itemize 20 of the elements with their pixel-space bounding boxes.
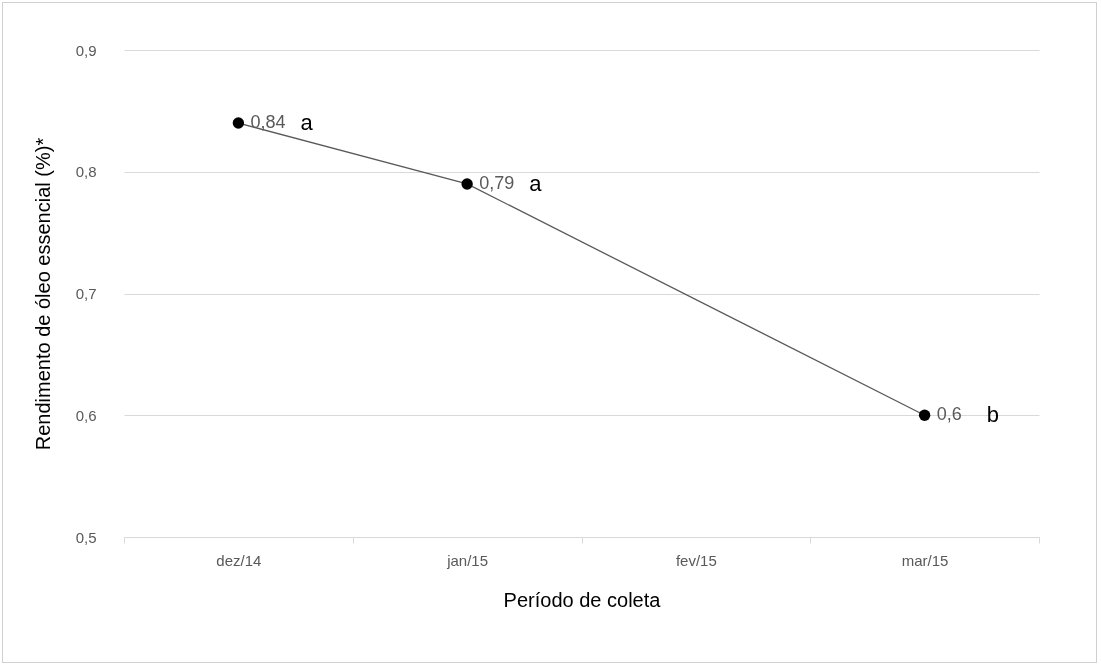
y-tick-label: 0,5	[75, 528, 97, 546]
data-label: 0,84	[250, 112, 286, 133]
x-tick-label: jan/15	[446, 551, 489, 569]
point	[918, 409, 931, 421]
x-tick-label: dez/14	[216, 551, 262, 569]
y-tick-label: 0,6	[75, 406, 97, 424]
x-axis-title: Período de coleta	[503, 588, 662, 611]
annotation: a	[529, 170, 543, 196]
annotation: a	[300, 110, 314, 136]
point	[232, 117, 245, 129]
data-label: 0,6	[936, 404, 962, 425]
x-tick-label: mar/15	[901, 551, 949, 569]
y-axis-title: Rendimento de óleo essencial (%)*	[31, 137, 54, 451]
x-tick-label: fev/15	[675, 551, 717, 569]
point	[461, 178, 473, 190]
y-tick-label: 0,9	[75, 41, 97, 59]
annotation: b	[986, 402, 999, 428]
data-label: 0,79	[479, 172, 515, 193]
y-tick-label: 0,8	[75, 163, 97, 181]
y-tick-label: 0,7	[75, 285, 97, 302]
